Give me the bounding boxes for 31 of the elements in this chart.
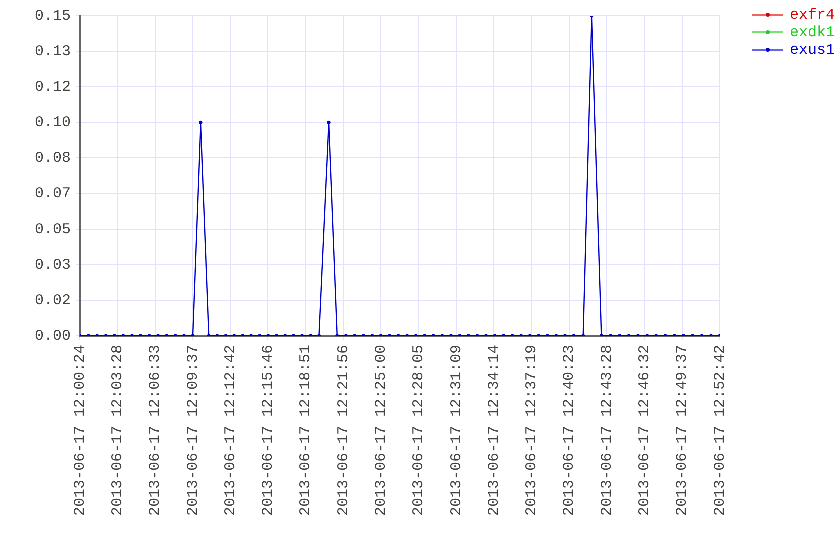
x-tick-label: 2013-06-17 12:09:37 <box>184 345 202 516</box>
x-tick-label: 2013-06-17 12:25:00 <box>373 345 390 516</box>
x-tick-label: 2013-06-17 12:12:42 <box>222 345 240 516</box>
x-tick-label: 2013-06-17 12:40:23 <box>561 345 578 516</box>
y-tick-label: 0.03 <box>34 256 71 274</box>
x-tick-label: 2013-06-17 12:31:09 <box>448 345 466 516</box>
y-tick-label: 0.08 <box>34 150 71 168</box>
x-tick-label: 2013-06-17 12:49:37 <box>674 345 692 516</box>
x-tick-label: 2013-06-17 12:21:56 <box>335 345 352 516</box>
x-tick-label: 2013-06-17 12:03:28 <box>109 345 126 516</box>
x-tick-label: 2013-06-17 12:15:46 <box>260 345 278 516</box>
x-tick-label: 2013-06-17 12:46:32 <box>636 345 654 516</box>
x-tick-label: 2013-06-17 12:00:24 <box>72 345 89 516</box>
x-tick-label: 2013-06-17 12:18:51 <box>298 345 315 516</box>
x-tick-label: 2013-06-17 12:34:14 <box>486 345 503 516</box>
y-tick-label: 0.02 <box>34 292 71 310</box>
legend-label: exfr4 <box>790 6 836 24</box>
y-tick-label: 0.12 <box>34 79 71 96</box>
legend-label: exdk1 <box>790 24 836 42</box>
y-tick-label: 0.00 <box>34 328 71 345</box>
x-tick-label: 2013-06-17 12:28:05 <box>410 345 428 516</box>
x-tick-label: 2013-06-17 12:06:33 <box>147 345 164 516</box>
x-tick-label: 2013-06-17 12:43:28 <box>598 345 616 516</box>
y-tick-label: 0.15 <box>34 8 71 25</box>
y-tick-label: 0.10 <box>34 114 71 132</box>
x-tick-label: 2013-06-17 12:52:42 <box>712 345 729 516</box>
y-tick-label: 0.07 <box>34 186 71 203</box>
x-tick-label: 2013-06-17 12:37:19 <box>524 345 541 516</box>
y-tick-label: 0.05 <box>34 221 71 238</box>
y-tick-label: 0.13 <box>34 44 71 61</box>
legend-label: exus1 <box>790 42 836 59</box>
